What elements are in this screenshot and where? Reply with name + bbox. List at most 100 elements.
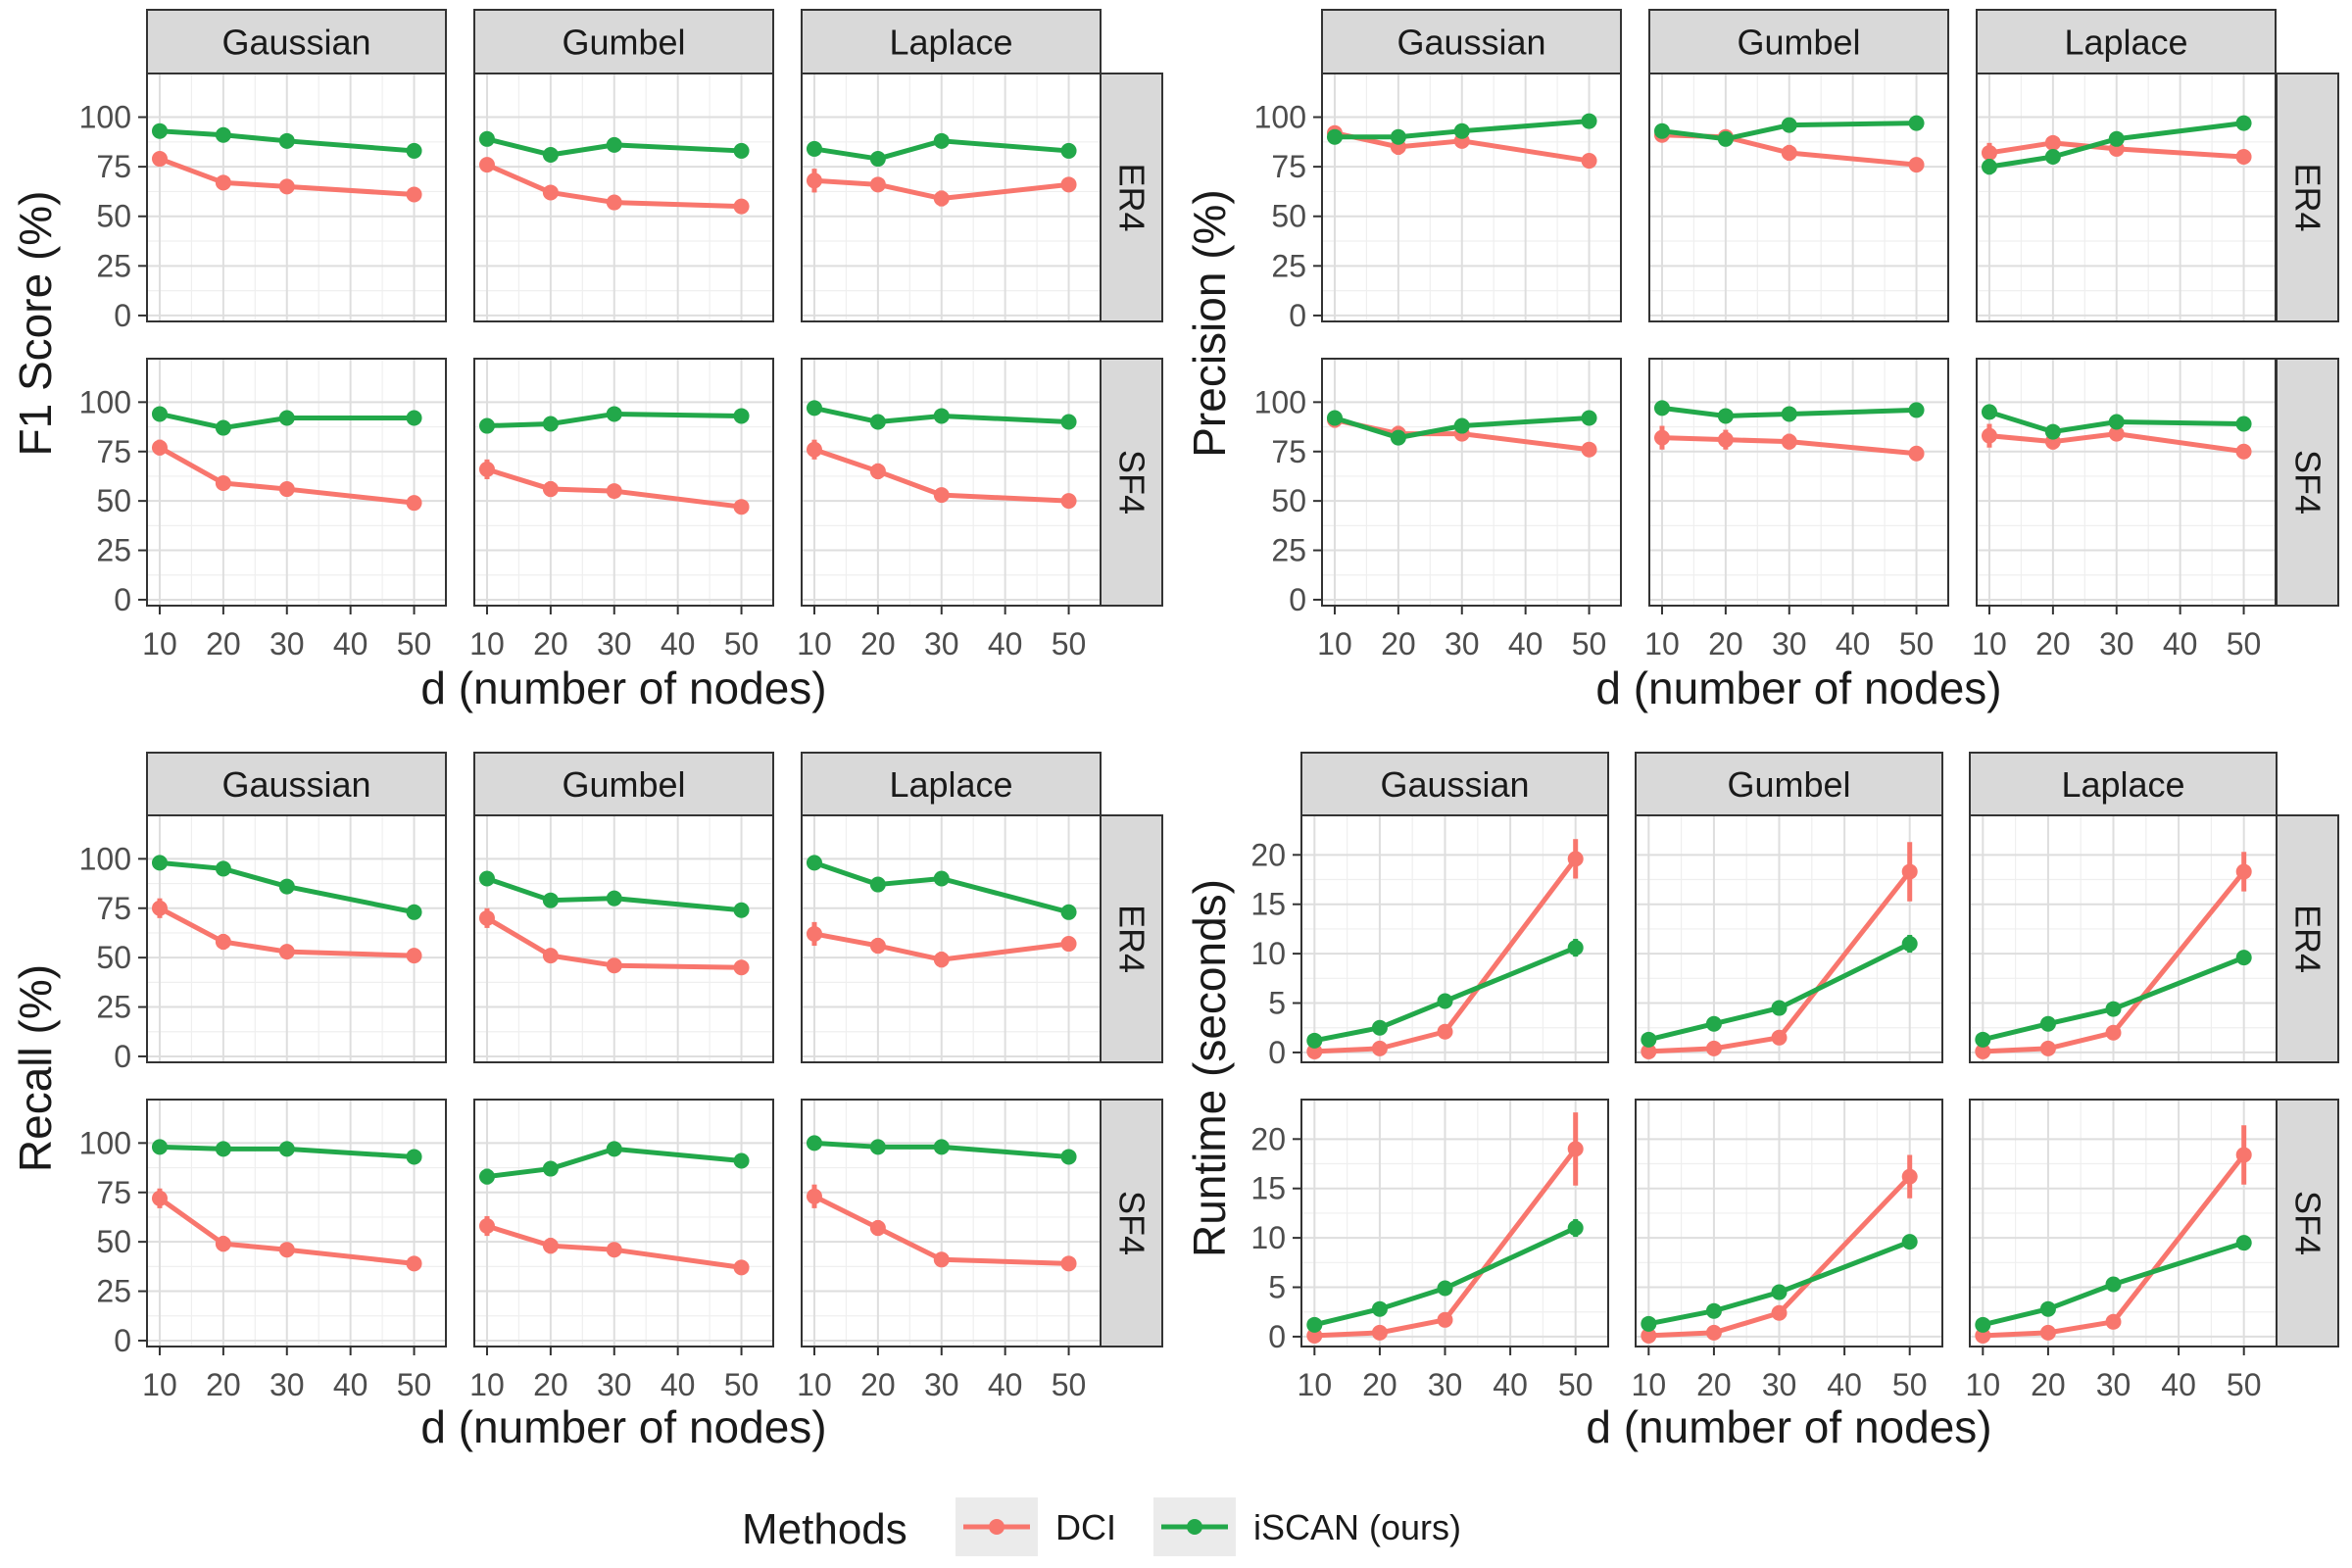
data-point-iscan (869, 151, 886, 168)
strip-label-gaussian: Gaussian (1396, 23, 1545, 63)
panel-gumbel-sf4: 10 20 30 40 50 (469, 358, 774, 662)
panel-border (1648, 358, 1949, 607)
panel-background (802, 359, 1101, 606)
data-point-dci (2105, 1313, 2122, 1330)
x-tick-label: 20 (1381, 626, 1416, 662)
panel-background (474, 1100, 773, 1347)
strip-col-gumbel (473, 752, 774, 816)
series-line-iscan (486, 136, 742, 158)
data-point-iscan (1453, 122, 1470, 139)
data-point-iscan (278, 1141, 295, 1157)
panel-background (802, 1100, 1101, 1347)
series-line-dci (1988, 431, 2244, 455)
data-point-iscan (151, 1139, 168, 1155)
data-point-iscan (1581, 410, 1597, 426)
x-tick-label: 40 (1508, 626, 1544, 662)
data-point-iscan (1060, 414, 1077, 430)
data-point-iscan (215, 419, 231, 436)
data-point-dci (1581, 153, 1597, 170)
panel-gumbel-sf4: 10 20 30 40 50 (469, 1099, 774, 1402)
data-point-iscan (2108, 130, 2125, 147)
data-point-iscan (606, 136, 622, 153)
series-line-iscan (486, 411, 742, 429)
x-tick-label: 40 (333, 1367, 368, 1402)
strip-label-sf4: SF4 (1112, 1191, 1152, 1255)
data-point-dci (2235, 1147, 2252, 1163)
panel-laplace-sf4: 10 20 30 40 50 (1966, 1099, 2278, 1402)
y-tick-label: 0 (114, 1323, 131, 1358)
panel-gaussian-sf4: 0 25 50 75 100 10 20 30 40 50 (79, 1099, 447, 1402)
data-point-dci (1306, 1043, 1323, 1059)
data-point-iscan (278, 878, 295, 895)
x-tick-label: 30 (1428, 1367, 1463, 1402)
data-point-iscan (1975, 1316, 1991, 1333)
y-tick-label: 100 (79, 384, 131, 419)
series-line-dci (813, 177, 1069, 202)
data-point-iscan (869, 414, 886, 430)
x-tick-label: 20 (533, 626, 568, 662)
strip-row-sf4 (1100, 358, 1163, 607)
x-tick-label: 40 (661, 1367, 696, 1402)
data-point-iscan (733, 1152, 750, 1169)
strip-col-gumbel (1648, 9, 1949, 74)
x-tick-label: 10 (469, 1367, 505, 1402)
series-line-dci (1314, 857, 1578, 1054)
strip-col-gaussian (146, 9, 447, 74)
panel-gaussian-sf4: 0 5 10 15 20 10 20 30 40 50 (1250, 1099, 1609, 1402)
panel-background (1977, 359, 2276, 606)
data-point-dci (1981, 144, 1997, 161)
panel-border (1969, 1099, 2278, 1348)
legend-item-dci: DCI (956, 1497, 1116, 1556)
strip-row-er4 (1100, 73, 1163, 322)
data-point-dci (869, 1220, 886, 1237)
x-tick-label: 30 (1445, 626, 1480, 662)
x-tick-label: 40 (1827, 1367, 1862, 1402)
data-point-dci (478, 157, 495, 173)
x-tick-label: 10 (1317, 626, 1352, 662)
panel-laplace-er4 (801, 73, 1102, 322)
data-point-iscan (2105, 1276, 2122, 1293)
data-point-iscan (542, 1160, 559, 1177)
y-tick-label: 25 (1271, 533, 1306, 568)
x-tick-label: 30 (270, 626, 305, 662)
panel-background (147, 359, 446, 606)
data-point-iscan (1567, 940, 1584, 956)
data-point-iscan (1641, 1315, 1657, 1332)
data-point-iscan (869, 876, 886, 893)
data-point-dci (1908, 445, 1925, 462)
data-point-iscan (478, 417, 495, 434)
y-tick-label: 25 (96, 533, 131, 568)
x-tick-label: 10 (797, 626, 832, 662)
series-line-iscan (1647, 941, 1911, 1043)
x-axis-title: d (number of nodes) (420, 662, 826, 713)
data-point-dci (478, 909, 495, 926)
panel-gaussian-sf4: 0 25 50 75 100 10 20 30 40 50 (79, 358, 447, 662)
data-point-iscan (215, 1141, 231, 1157)
data-point-iscan (478, 870, 495, 887)
chart-recall: Gaussian Gumbel Laplace ER4 SF4 Recall (%) d (… (10, 752, 1163, 1452)
x-tick-label: 30 (270, 1367, 305, 1402)
strip-col-gaussian (1300, 752, 1609, 816)
panel-gumbel-sf4: 10 20 30 40 50 (1644, 358, 1949, 662)
data-point-iscan (806, 1135, 822, 1152)
data-point-dci (806, 441, 822, 458)
series-line-dci (485, 915, 742, 970)
x-tick-label: 10 (469, 626, 505, 662)
data-point-iscan (1060, 1149, 1077, 1165)
x-tick-label: 20 (1708, 626, 1743, 662)
strip-label-er4: ER4 (2288, 163, 2328, 231)
x-tick-label: 20 (206, 1367, 241, 1402)
x-tick-label: 10 (142, 626, 177, 662)
data-point-iscan (406, 904, 422, 920)
data-point-dci (1901, 863, 1918, 880)
legend-label-dci: DCI (1055, 1507, 1116, 1547)
panel-border (473, 814, 774, 1063)
x-tick-label: 30 (1772, 626, 1807, 662)
series-line-dci (486, 466, 742, 510)
x-tick-label: 40 (988, 1367, 1023, 1402)
series-line-iscan (1988, 410, 2244, 435)
data-point-iscan (2105, 1001, 2122, 1017)
x-tick-label: 50 (724, 626, 760, 662)
strip-label-gaussian: Gaussian (1380, 764, 1529, 805)
data-point-iscan (2044, 423, 2061, 440)
